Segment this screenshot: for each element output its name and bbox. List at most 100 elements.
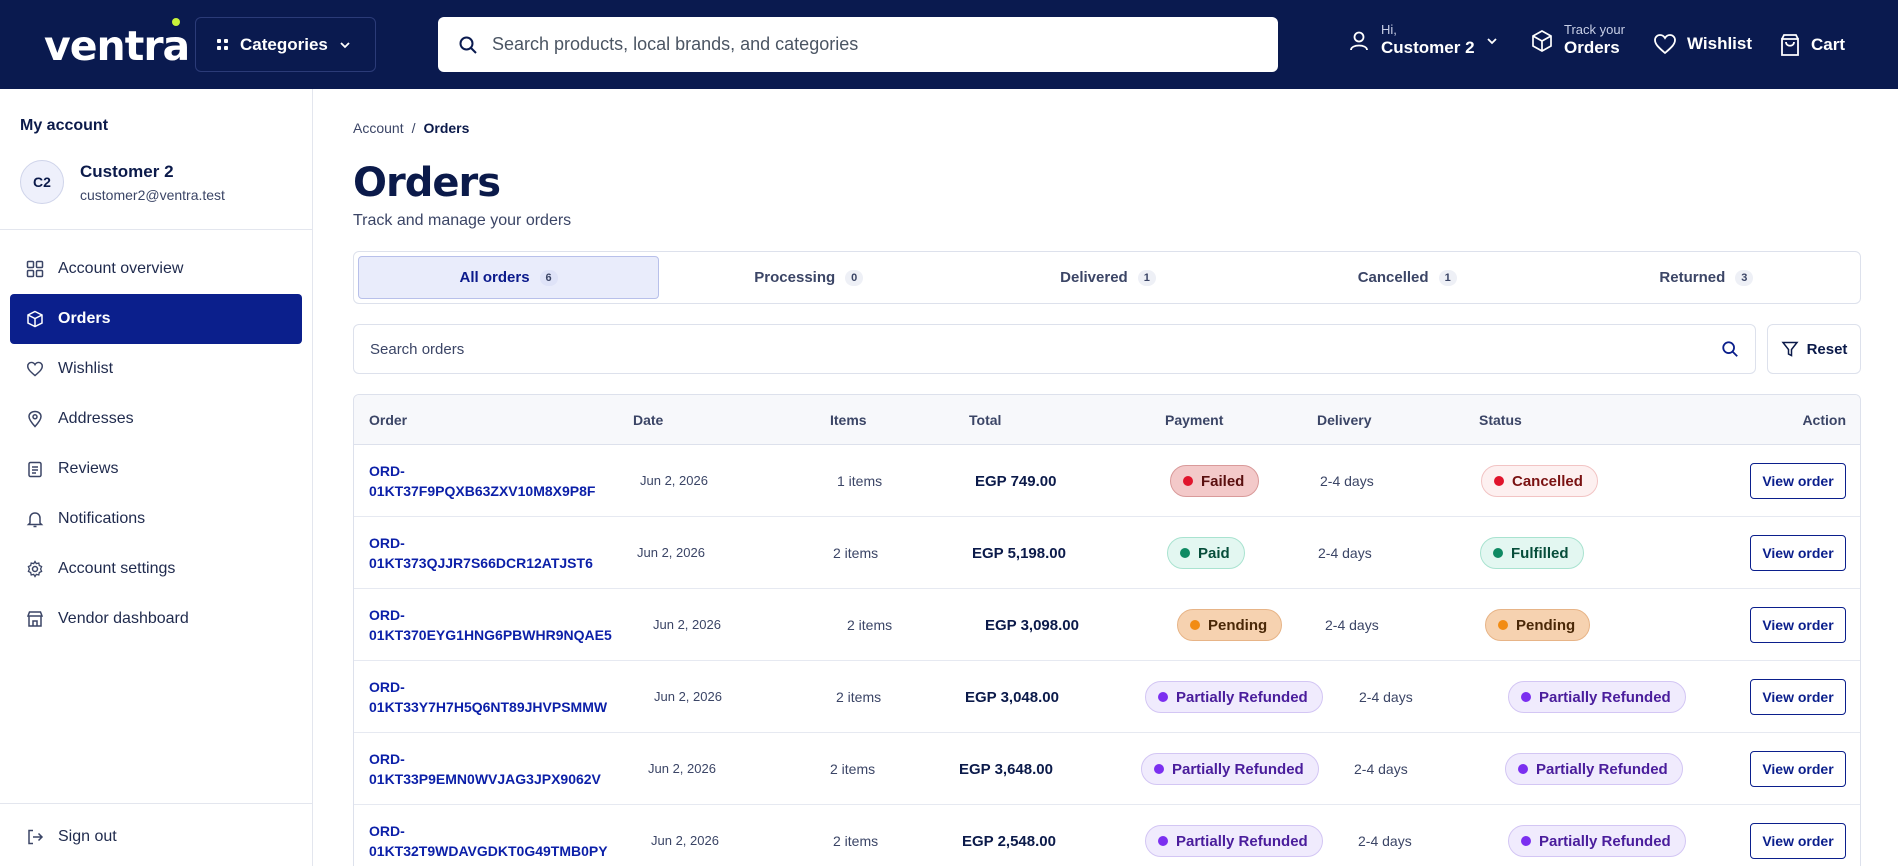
filter-icon	[1781, 341, 1799, 357]
sidebar-divider	[0, 803, 312, 804]
order-id-code: 01KT373QJJR7S66DCR12ATJST6	[369, 555, 593, 571]
status-badge: Partially Refunded	[1505, 753, 1683, 785]
table-row: ORD- 01KT32T9WDAVGDKT0G49TMB0PY Jun 2, 20…	[354, 805, 1860, 866]
order-items: 2 items	[847, 617, 893, 633]
col-order: Order	[369, 412, 408, 428]
tab-cancelled[interactable]: Cancelled 1	[1258, 256, 1557, 299]
search-icon[interactable]	[1721, 340, 1739, 358]
sign-out-button[interactable]: Sign out	[26, 828, 117, 846]
account-menu[interactable]: Hi, Customer 2	[1347, 22, 1499, 59]
sidebar-nav: Account overview Orders Wishlist Address…	[10, 244, 302, 644]
col-status: Status	[1479, 412, 1522, 428]
status-badge: Partially Refunded	[1508, 681, 1686, 713]
status-dot	[1154, 764, 1164, 774]
order-id-link[interactable]: ORD- 01KT370EYG1HNG6PBWHR9NQAE5	[369, 605, 612, 645]
status-dot	[1498, 620, 1508, 630]
order-id-link[interactable]: ORD- 01KT33P9EMN0WVJAG3JPX9062V	[369, 749, 601, 789]
breadcrumb-separator: /	[411, 120, 416, 136]
reset-button[interactable]: Reset	[1767, 324, 1861, 374]
sidebar-item-account-overview[interactable]: Account overview	[10, 244, 302, 294]
order-id-link[interactable]: ORD- 01KT32T9WDAVGDKT0G49TMB0PY	[369, 821, 608, 861]
tab-count-badge: 1	[1438, 269, 1457, 286]
sidebar-item-label: Account overview	[58, 260, 184, 277]
status-label: Cancelled	[1512, 472, 1583, 490]
status-label: Fulfilled	[1511, 544, 1569, 562]
sidebar-item-label: Vendor dashboard	[58, 610, 189, 627]
order-id-link[interactable]: ORD- 01KT37F9PQXB63ZXV10M8X9P8F	[369, 461, 595, 501]
status-badge: Partially Refunded	[1508, 825, 1686, 857]
order-delivery: 2-4 days	[1358, 833, 1412, 849]
table-row: ORD- 01KT37F9PQXB63ZXV10M8X9P8F Jun 2, 20…	[354, 445, 1860, 517]
order-items: 2 items	[830, 761, 876, 777]
box-icon	[27, 310, 43, 328]
sidebar-item-label: Addresses	[58, 410, 134, 427]
logo[interactable]: ventra	[44, 22, 190, 70]
payment-badge: Partially Refunded	[1145, 825, 1323, 857]
status-badge: Pending	[1485, 609, 1591, 641]
map-pin-icon	[28, 410, 42, 428]
grid-icon	[26, 260, 44, 278]
order-id-link[interactable]: ORD- 01KT373QJJR7S66DCR12ATJST6	[369, 533, 593, 573]
cart-link[interactable]: Cart	[1779, 33, 1845, 57]
order-total: EGP 3,098.00	[985, 617, 1079, 634]
table-row: ORD- 01KT373QJJR7S66DCR12ATJST6 Jun 2, 20…	[354, 517, 1860, 589]
status-badge: Fulfilled	[1480, 537, 1584, 569]
table-row: ORD- 01KT370EYG1HNG6PBWHR9NQAE5 Jun 2, 20…	[354, 589, 1860, 661]
order-id-code: 01KT33P9EMN0WVJAG3JPX9062V	[369, 771, 601, 787]
status-dot	[1183, 476, 1193, 486]
status-dot	[1180, 548, 1190, 558]
order-search-input[interactable]	[370, 340, 1670, 358]
wishlist-link[interactable]: Wishlist	[1653, 33, 1752, 55]
tab-processing[interactable]: Processing 0	[659, 256, 958, 299]
status-badge: Cancelled	[1481, 465, 1598, 497]
order-id-code: 01KT32T9WDAVGDKT0G49TMB0PY	[369, 843, 608, 859]
sidebar-item-label: Reviews	[58, 460, 119, 477]
view-order-button[interactable]: View order	[1750, 535, 1846, 571]
view-order-button[interactable]: View order	[1750, 607, 1846, 643]
col-payment: Payment	[1165, 412, 1224, 428]
breadcrumb: Account / Orders	[353, 120, 469, 136]
payment-label: Partially Refunded	[1172, 760, 1304, 778]
sidebar-item-wishlist[interactable]: Wishlist	[10, 344, 302, 394]
clipboard-icon	[28, 461, 42, 478]
sidebar-item-label: Orders	[58, 310, 111, 327]
status-label: Partially Refunded	[1536, 760, 1668, 778]
sidebar-item-label: Account settings	[58, 560, 176, 577]
tab-all-orders[interactable]: All orders 6	[358, 256, 660, 299]
logout-icon	[28, 829, 44, 845]
tab-delivered[interactable]: Delivered 1	[958, 256, 1257, 299]
order-date: Jun 2, 2026	[637, 545, 705, 560]
sidebar-item-orders[interactable]: Orders	[10, 294, 302, 344]
global-search-input[interactable]	[492, 34, 1252, 55]
breadcrumb-account[interactable]: Account	[353, 120, 404, 136]
payment-badge: Partially Refunded	[1145, 681, 1323, 713]
sidebar-item-account-settings[interactable]: Account settings	[10, 544, 302, 594]
table-row: ORD- 01KT33Y7H7H5Q6NT89JHVPSMMW Jun 2, 20…	[354, 661, 1860, 733]
track-orders-link[interactable]: Track your Orders	[1530, 22, 1625, 59]
order-total: EGP 749.00	[975, 473, 1057, 490]
page-title: Orders	[353, 160, 501, 206]
order-total: EGP 2,548.00	[962, 833, 1056, 850]
sidebar-item-reviews[interactable]: Reviews	[10, 444, 302, 494]
view-order-button[interactable]: View order	[1750, 679, 1846, 715]
status-dot	[1521, 692, 1531, 702]
tab-count-badge: 3	[1735, 269, 1754, 286]
order-date: Jun 2, 2026	[640, 473, 708, 488]
tab-count-badge: 0	[845, 269, 864, 286]
sidebar-item-vendor-dashboard[interactable]: Vendor dashboard	[10, 594, 302, 644]
grid-dots-icon	[217, 38, 228, 50]
orders-table: Order Date Items Total Payment Delivery …	[353, 394, 1861, 866]
categories-button[interactable]: Categories	[195, 17, 376, 72]
view-order-button[interactable]: View order	[1750, 463, 1846, 499]
order-id-link[interactable]: ORD- 01KT33Y7H7H5Q6NT89JHVPSMMW	[369, 677, 607, 717]
page-subtitle: Track and manage your orders	[353, 212, 572, 229]
reset-label: Reset	[1806, 340, 1848, 358]
tab-returned[interactable]: Returned 3	[1557, 256, 1856, 299]
sidebar-item-notifications[interactable]: Notifications	[10, 494, 302, 544]
col-items: Items	[830, 412, 867, 428]
sidebar-item-addresses[interactable]: Addresses	[10, 394, 302, 444]
view-order-button[interactable]: View order	[1750, 823, 1846, 859]
status-dot	[1190, 620, 1200, 630]
bag-icon	[1781, 34, 1799, 56]
view-order-button[interactable]: View order	[1750, 751, 1846, 787]
